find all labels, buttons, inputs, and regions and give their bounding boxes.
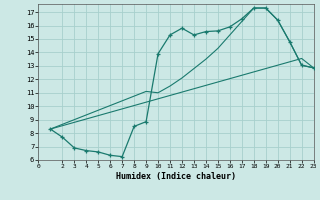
X-axis label: Humidex (Indice chaleur): Humidex (Indice chaleur): [116, 172, 236, 181]
